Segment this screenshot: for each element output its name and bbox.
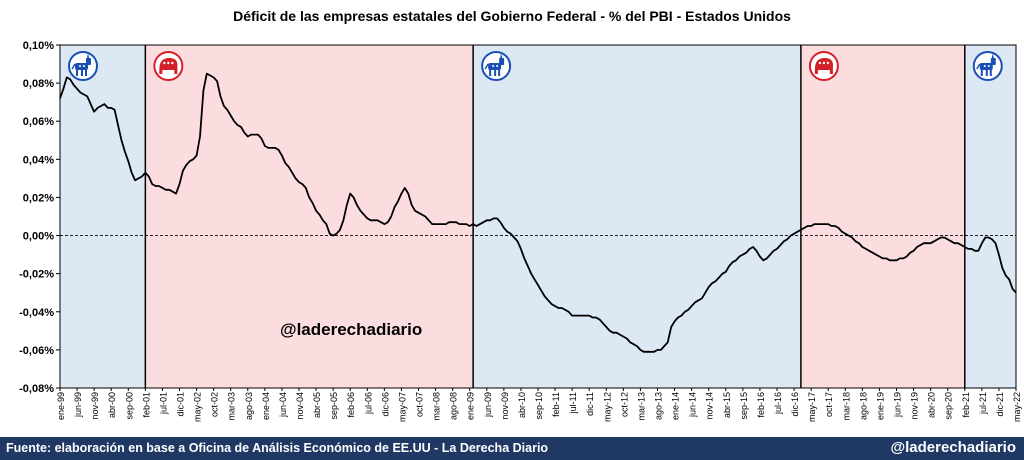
footer-source: Fuente: elaboración en base a Oficina de… bbox=[6, 441, 549, 455]
x-tick-label: may-12 bbox=[602, 392, 612, 422]
elephant-icon bbox=[808, 51, 839, 81]
y-tick-label: -0,08% bbox=[19, 383, 54, 395]
x-tick-label: mar-08 bbox=[432, 392, 442, 421]
x-tick-label: ene-04 bbox=[261, 392, 271, 420]
x-tick-label: dic-01 bbox=[176, 392, 186, 417]
x-tick-label: nov-14 bbox=[705, 392, 715, 420]
chart-title: Déficit de las empresas estatales del Go… bbox=[233, 8, 791, 24]
x-tick-label: abr-20 bbox=[927, 392, 937, 418]
x-tick-label: mar-13 bbox=[636, 392, 646, 421]
x-tick-label: mar-03 bbox=[227, 392, 237, 421]
period-band-democrat bbox=[473, 45, 801, 388]
donkey-icon bbox=[972, 51, 1003, 81]
x-tick-label: ago-13 bbox=[654, 392, 664, 420]
x-tick-label: jun-09 bbox=[483, 392, 493, 418]
x-tick-label: oct-02 bbox=[210, 392, 220, 417]
x-tick-label: jul-16 bbox=[773, 392, 783, 415]
x-tick-label: jul-21 bbox=[978, 392, 988, 415]
x-tick-label: oct-07 bbox=[415, 392, 425, 417]
x-tick-label: mar-18 bbox=[841, 392, 851, 421]
period-band-democrat bbox=[964, 45, 1016, 388]
x-tick-label: jul-01 bbox=[158, 392, 168, 415]
x-tick-label: dic-21 bbox=[995, 392, 1005, 417]
x-tick-label: sep-05 bbox=[329, 392, 339, 420]
x-tick-label: may-02 bbox=[193, 392, 203, 422]
x-tick-label: jul-06 bbox=[363, 392, 373, 415]
line-chart: 0,10% 0,08% 0,06% 0,04% 0,02% 0,00% -0,02% -0,0… bbox=[19, 40, 1022, 422]
x-tick-label: dic-06 bbox=[380, 392, 390, 417]
period-band-republican bbox=[800, 45, 965, 388]
x-tick-label: ago-03 bbox=[244, 392, 254, 420]
x-tick-label: abr-05 bbox=[312, 392, 322, 418]
y-tick-label: 0,08% bbox=[23, 78, 54, 90]
x-tick-label: jun-19 bbox=[893, 392, 903, 418]
x-tick-label: may-17 bbox=[807, 392, 817, 422]
x-tick-label: may-07 bbox=[397, 392, 407, 422]
x-tick-label: abr-10 bbox=[517, 392, 527, 418]
x-tick-label: nov-04 bbox=[295, 392, 305, 420]
x-tick-label: nov-19 bbox=[910, 392, 920, 420]
x-tick-label: feb-11 bbox=[551, 392, 561, 417]
x-tick-label: ene-19 bbox=[875, 392, 885, 420]
x-tick-label: ene-99 bbox=[56, 392, 66, 420]
y-tick-label: -0,04% bbox=[19, 307, 54, 319]
y-tick-label: 0,04% bbox=[23, 154, 54, 166]
x-tick-label: feb-21 bbox=[961, 392, 971, 418]
x-tick-label: abr-15 bbox=[722, 392, 732, 418]
x-tick-label: jul-11 bbox=[568, 392, 578, 414]
period-band-democrat bbox=[60, 45, 146, 388]
x-tick-label: jun-14 bbox=[688, 392, 698, 418]
footer-bar: Fuente: elaboración en base a Oficina de… bbox=[0, 437, 1024, 460]
x-tick-label: oct-17 bbox=[824, 392, 834, 417]
x-tick-label: feb-06 bbox=[346, 392, 356, 418]
y-tick-label: -0,06% bbox=[19, 345, 54, 357]
footer-brand: @laderechadiario bbox=[890, 439, 1016, 456]
x-tick-label: sep-10 bbox=[534, 392, 544, 420]
period-band-republican bbox=[145, 45, 474, 388]
x-tick-label: dic-11 bbox=[585, 392, 595, 416]
watermark: @laderechadiario bbox=[280, 320, 423, 339]
x-tick-label: may-22 bbox=[1012, 392, 1022, 422]
y-tick-label: -0,02% bbox=[19, 269, 54, 281]
x-tick-label: abr-00 bbox=[107, 392, 117, 418]
x-tick-label: nov-09 bbox=[500, 392, 510, 420]
y-tick-label: 0,10% bbox=[23, 40, 54, 52]
series-line-0 bbox=[59, 72, 1017, 353]
x-tick-label: sep-00 bbox=[124, 392, 134, 420]
donkey-icon bbox=[481, 51, 512, 81]
x-tick-label: ago-08 bbox=[449, 392, 459, 420]
x-tick-label: feb-01 bbox=[141, 392, 151, 418]
x-tick-label: sep-20 bbox=[944, 392, 954, 420]
x-tick-label: dic-16 bbox=[790, 392, 800, 417]
x-tick-label: nov-99 bbox=[90, 392, 100, 420]
x-tick-label: oct-12 bbox=[619, 392, 629, 417]
x-tick-label: sep-15 bbox=[739, 392, 749, 420]
x-tick-label: jun-04 bbox=[278, 392, 288, 418]
donkey-icon bbox=[68, 51, 98, 81]
x-tick-label: ene-14 bbox=[671, 392, 681, 420]
y-tick-label: 0,00% bbox=[23, 231, 54, 243]
x-tick-label: ene-09 bbox=[466, 392, 476, 420]
y-tick-label: 0,02% bbox=[23, 192, 54, 204]
y-tick-label: 0,06% bbox=[23, 116, 54, 128]
x-tick-label: ago-18 bbox=[858, 392, 868, 420]
x-tick-label: feb-16 bbox=[756, 392, 766, 418]
x-tick-label: jun-99 bbox=[73, 392, 83, 418]
elephant-icon bbox=[153, 51, 184, 81]
